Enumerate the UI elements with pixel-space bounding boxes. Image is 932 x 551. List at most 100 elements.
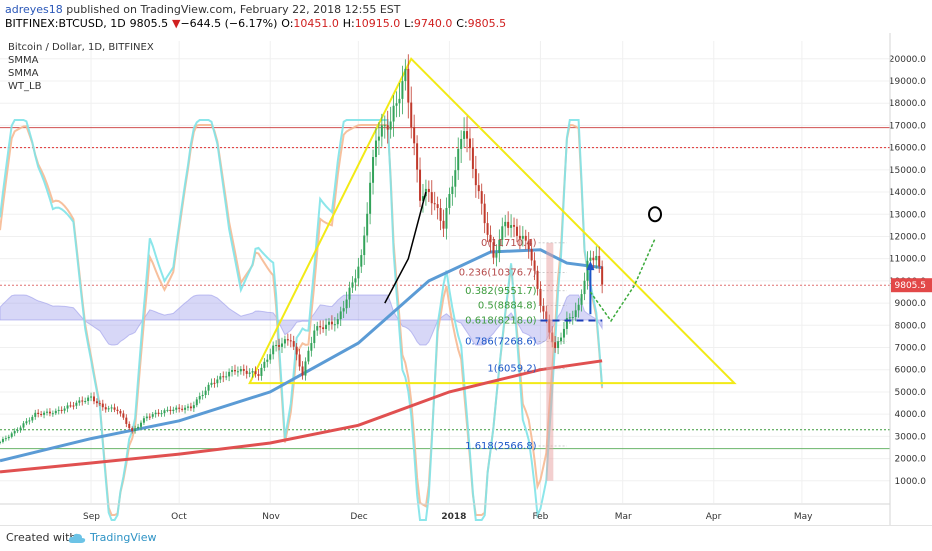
chart-container[interactable]: 0(11710.4) 0.236(10376.7) 0.382(9551.7) 0.5… xyxy=(0,33,932,527)
candle-body xyxy=(251,371,254,373)
candle-body xyxy=(589,257,592,261)
time-tick-label: Oct xyxy=(171,512,187,522)
candle-body xyxy=(222,376,225,378)
candle-body xyxy=(374,140,377,158)
candle-body xyxy=(542,306,545,312)
author-link[interactable]: adreyes18 xyxy=(5,3,63,16)
candle-body xyxy=(90,396,93,398)
candle-body xyxy=(175,407,178,410)
candle-body xyxy=(228,371,231,377)
candle-body xyxy=(401,81,404,99)
low-value: 9740.0 xyxy=(413,17,453,30)
candle-body xyxy=(295,346,298,355)
symbol-ohlc-line: BITFINEX:BTCUSD, 1D 9805.5 ▼−644.5 (−6.1… xyxy=(5,17,506,30)
candle-body xyxy=(386,125,389,130)
candle-body xyxy=(275,345,278,347)
candle-body xyxy=(380,125,383,137)
candle-body xyxy=(445,207,448,229)
candle-body xyxy=(480,191,483,204)
price-chart[interactable]: 0(11710.4) 0.236(10376.7) 0.382(9551.7) 0.5… xyxy=(0,33,932,527)
candle-body xyxy=(60,409,63,411)
candle-body xyxy=(336,319,339,325)
legend-item-smma-2: SMMA xyxy=(8,68,39,79)
candle-body xyxy=(225,376,228,378)
candle-body xyxy=(22,423,25,428)
candle-body xyxy=(430,192,433,204)
candle-body xyxy=(366,213,369,236)
candle-body xyxy=(498,239,501,253)
candle-body xyxy=(54,410,57,414)
candle-body xyxy=(501,226,504,240)
candle-body xyxy=(78,400,81,403)
candle-body xyxy=(131,428,134,431)
time-tick-label: Feb xyxy=(532,512,548,522)
candle-body xyxy=(330,321,333,325)
candle-body xyxy=(178,407,181,409)
candle-body xyxy=(568,317,571,319)
candle-body xyxy=(301,366,304,376)
candle-body xyxy=(307,350,310,362)
candle-body xyxy=(454,170,457,187)
candle-body xyxy=(395,103,398,106)
candle-body xyxy=(565,318,568,329)
candle-body xyxy=(486,223,489,235)
tradingview-cloud-icon xyxy=(68,533,86,543)
candle-body xyxy=(348,287,351,300)
candle-body xyxy=(325,324,328,330)
candle-body xyxy=(280,343,283,347)
up-arrow-head-icon xyxy=(586,261,595,271)
candle-body xyxy=(351,282,354,288)
projected-path xyxy=(589,238,656,323)
candle-body xyxy=(75,402,78,406)
candle-body xyxy=(389,121,392,130)
candle-body xyxy=(327,321,330,325)
candle-body xyxy=(471,148,474,169)
candle-body xyxy=(13,431,16,434)
candle-body xyxy=(31,416,34,421)
close-value: 9805.5 xyxy=(467,17,507,30)
candle-body xyxy=(298,354,301,367)
price-tick-label: 4000.0 xyxy=(895,410,927,420)
candle-body xyxy=(448,194,451,208)
candle-body xyxy=(571,317,574,319)
candle-body xyxy=(57,409,60,411)
candle-body xyxy=(201,394,204,397)
candle-body xyxy=(66,405,69,409)
candle-body xyxy=(34,412,37,417)
candle-body xyxy=(404,68,407,82)
candle-body xyxy=(421,196,424,201)
candle-body xyxy=(213,382,216,384)
candle-body xyxy=(416,143,419,170)
candle-body xyxy=(81,400,84,402)
candle-body xyxy=(316,326,319,331)
candle-body xyxy=(25,421,28,424)
candle-body xyxy=(192,405,195,409)
current-price-badge xyxy=(891,278,932,293)
close-label: C: xyxy=(456,17,468,30)
candle-body xyxy=(586,260,589,281)
candle-body xyxy=(139,422,142,427)
candle-body xyxy=(557,341,560,349)
candle-body xyxy=(163,410,166,414)
change-down-icon: ▼ xyxy=(171,17,181,30)
open-label: O: xyxy=(281,17,294,30)
candle-body xyxy=(169,409,172,412)
candle-body xyxy=(518,235,521,239)
high-value: 10915.0 xyxy=(354,17,401,30)
candle-body xyxy=(560,337,563,342)
candle-body xyxy=(95,401,98,404)
candle-body xyxy=(239,369,242,372)
time-tick-label: May xyxy=(794,512,813,522)
candle-body xyxy=(433,203,436,205)
price-tick-label: 3000.0 xyxy=(895,432,927,442)
candle-body xyxy=(113,407,116,410)
candle-body xyxy=(521,235,524,239)
symmetric-triangle xyxy=(248,57,737,385)
tradingview-brand-link[interactable]: TradingView xyxy=(90,531,157,544)
candle-body xyxy=(407,68,410,103)
low-label: L: xyxy=(404,17,414,30)
candle-body xyxy=(4,438,7,440)
candle-body xyxy=(87,397,90,401)
candle-body xyxy=(248,372,251,374)
candle-body xyxy=(101,403,104,408)
